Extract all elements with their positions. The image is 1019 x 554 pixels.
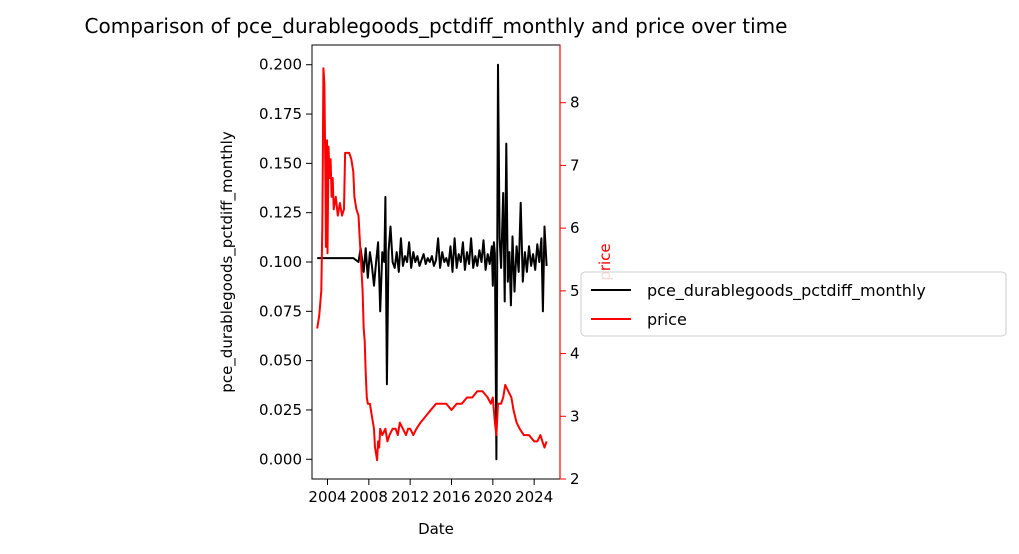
legend-label-price: price	[647, 310, 687, 329]
right-y-tick-label: 5	[570, 282, 580, 300]
left-y-tick-label: 0.075	[259, 302, 302, 320]
x-tick-label: 2024	[515, 488, 553, 506]
right-y-tick-label: 4	[570, 345, 580, 363]
right-y-tick-label: 3	[570, 407, 580, 425]
left-y-tick-label: 0.125	[259, 204, 302, 222]
right-y-tick-label: 8	[570, 94, 580, 112]
x-axis-label: Date	[418, 520, 454, 538]
chart-title: Comparison of pce_durablegoods_pctdiff_m…	[85, 14, 788, 38]
left-y-tick-label: 0.100	[259, 253, 302, 271]
x-tick-label: 2016	[432, 488, 470, 506]
x-axis-ticks: 2004 2008 2012 2016 2020 2024	[308, 479, 553, 506]
legend-box	[580, 271, 1007, 337]
right-axis-label: price	[596, 243, 614, 280]
left-y-tick-label: 0.200	[259, 56, 302, 74]
left-y-tick-label: 0.050	[259, 352, 302, 370]
legend: pce_durablegoods_pctdiff_monthly price	[580, 271, 1007, 337]
legend-label-pce: pce_durablegoods_pctdiff_monthly	[647, 281, 926, 301]
x-tick-label: 2004	[308, 488, 346, 506]
left-axis-label: pce_durablegoods_pctdiff_monthly	[218, 131, 237, 393]
plot-lines	[316, 63, 548, 462]
x-tick-label: 2020	[474, 488, 512, 506]
x-tick-label: 2012	[391, 488, 429, 506]
left-y-tick-label: 0.025	[259, 401, 302, 419]
right-y-tick-label: 6	[570, 219, 580, 237]
x-tick-label: 2008	[350, 488, 388, 506]
right-y-tick-label: 7	[570, 156, 580, 174]
left-y-tick-label: 0.175	[259, 105, 302, 123]
series-line-pce-durablegoods-pctdiff-monthly	[317, 63, 548, 461]
right-y-tick-label: 2	[570, 470, 580, 488]
series-line-price	[316, 67, 548, 462]
left-axis-ticks: 0.000 0.025 0.050 0.075 0.100 0.125 0.150 0.175…	[259, 56, 312, 468]
right-axis-ticks: 2 3 4 5 6 7 8	[560, 94, 580, 488]
left-y-tick-label: 0.150	[259, 154, 302, 172]
left-y-tick-label: 0.000	[259, 450, 302, 468]
